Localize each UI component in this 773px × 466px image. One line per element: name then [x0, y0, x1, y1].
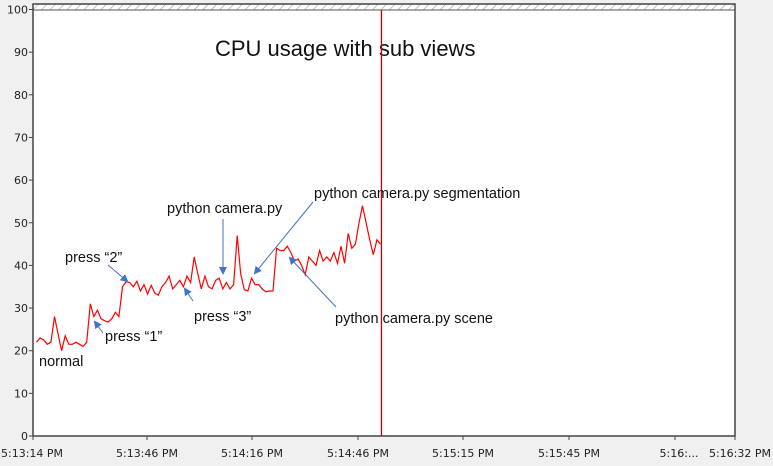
- y-tick-label: 90: [14, 46, 28, 59]
- arrow-scene: [288, 256, 337, 308]
- arrow-press-3: [183, 287, 194, 302]
- annotation-scene: python camera.py scene: [335, 311, 493, 327]
- plot-area: [33, 4, 735, 436]
- annotation-press-2: press “2”: [65, 250, 122, 266]
- cpu-series-line: [36, 205, 381, 351]
- y-tick-label: 60: [14, 174, 28, 187]
- x-tick-label: 5:15:15 PM: [432, 447, 494, 460]
- arrow-segmentation: [253, 201, 314, 275]
- y-tick-label: 20: [14, 345, 28, 358]
- arrow-press-2: [107, 264, 129, 283]
- y-tick-label: 50: [14, 217, 28, 230]
- x-tick-label: 5:16:32 PM: [709, 447, 771, 460]
- annotation-python-camera: python camera.py: [167, 201, 283, 217]
- y-tick-label: 40: [14, 259, 28, 272]
- y-tick-label: 70: [14, 131, 28, 144]
- y-tick-label: 0: [21, 430, 28, 443]
- annotation-press-3: press “3”: [194, 309, 251, 325]
- plot-frame: [32, 3, 736, 437]
- y-tick-label: 100: [7, 4, 28, 17]
- x-tick-label: 5:16:...: [660, 447, 699, 460]
- annotation-normal: normal: [39, 354, 83, 370]
- x-tick-label: 5:14:46 PM: [327, 447, 389, 460]
- y-tick-label: 10: [14, 387, 28, 400]
- arrow-press-1: [93, 320, 104, 334]
- y-tick-label: 80: [14, 89, 28, 102]
- annotation-segmentation: python camera.py segmentation: [314, 186, 520, 202]
- x-tick-label: 5:13:46 PM: [116, 447, 178, 460]
- chart-title: CPU usage with sub views: [215, 36, 475, 61]
- annotation-press-1: press “1”: [105, 329, 162, 345]
- x-tick-label: 5:13:14 PM: [1, 447, 63, 460]
- y-tick-label: 30: [14, 302, 28, 315]
- x-tick-label: 5:15:45 PM: [538, 447, 600, 460]
- top-hatch-band: [32, 3, 736, 11]
- x-tick-label: 5:14:16 PM: [221, 447, 283, 460]
